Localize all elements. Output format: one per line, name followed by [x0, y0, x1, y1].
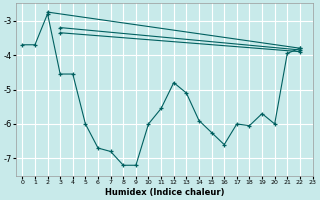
X-axis label: Humidex (Indice chaleur): Humidex (Indice chaleur)	[105, 188, 224, 197]
